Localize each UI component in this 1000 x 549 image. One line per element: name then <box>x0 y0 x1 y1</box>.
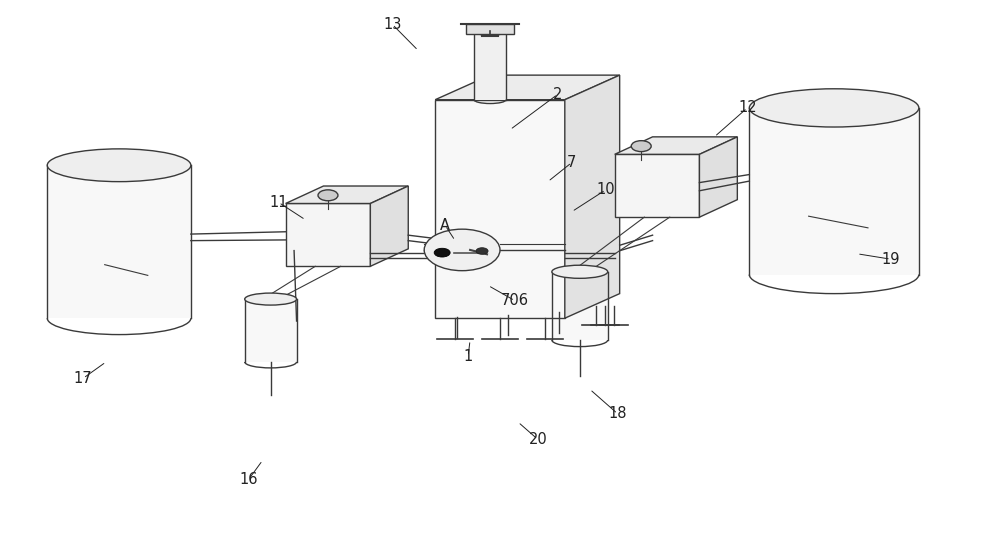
Polygon shape <box>749 108 919 274</box>
Polygon shape <box>286 186 408 204</box>
Polygon shape <box>474 31 506 100</box>
Polygon shape <box>699 137 737 217</box>
Text: 13: 13 <box>383 17 401 32</box>
Ellipse shape <box>474 27 506 35</box>
Text: 11: 11 <box>269 195 288 210</box>
Polygon shape <box>47 165 191 318</box>
Text: 1: 1 <box>463 349 473 364</box>
Ellipse shape <box>47 149 191 182</box>
Polygon shape <box>435 100 565 318</box>
Text: 2: 2 <box>553 87 563 102</box>
Text: 20: 20 <box>529 432 547 447</box>
Text: A: A <box>440 218 450 233</box>
Circle shape <box>476 248 488 254</box>
Text: 706: 706 <box>501 293 529 308</box>
Polygon shape <box>370 186 408 266</box>
Polygon shape <box>245 299 297 362</box>
Polygon shape <box>565 75 620 318</box>
Polygon shape <box>286 204 370 266</box>
Text: 17: 17 <box>74 371 92 386</box>
Circle shape <box>434 248 450 257</box>
Polygon shape <box>615 154 699 217</box>
Text: 10: 10 <box>596 182 615 197</box>
Polygon shape <box>435 75 620 100</box>
Circle shape <box>318 190 338 201</box>
Text: 16: 16 <box>239 472 258 487</box>
Text: 19: 19 <box>882 251 900 267</box>
Polygon shape <box>552 272 608 340</box>
Text: 12: 12 <box>738 100 757 115</box>
Text: 7: 7 <box>567 155 576 170</box>
Text: 18: 18 <box>608 406 627 421</box>
Ellipse shape <box>749 89 919 127</box>
Polygon shape <box>615 137 737 154</box>
Circle shape <box>631 141 651 152</box>
Ellipse shape <box>552 265 608 278</box>
Polygon shape <box>466 24 514 34</box>
Circle shape <box>424 229 500 271</box>
Ellipse shape <box>245 293 297 305</box>
